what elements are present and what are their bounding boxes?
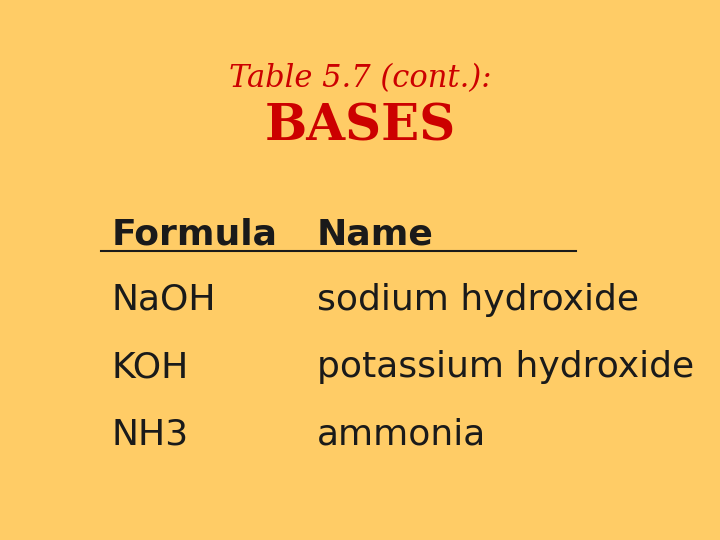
Text: Formula: Formula [112,218,278,252]
Text: KOH: KOH [112,350,189,384]
Text: Name: Name [317,218,433,252]
Text: Table 5.7 (cont.):: Table 5.7 (cont.): [229,63,491,94]
Text: NaOH: NaOH [112,283,216,316]
Text: BASES: BASES [264,103,456,151]
Text: sodium hydroxide: sodium hydroxide [317,283,639,316]
Text: NH3: NH3 [112,418,189,451]
Text: ammonia: ammonia [317,418,486,451]
Text: potassium hydroxide: potassium hydroxide [317,350,694,384]
